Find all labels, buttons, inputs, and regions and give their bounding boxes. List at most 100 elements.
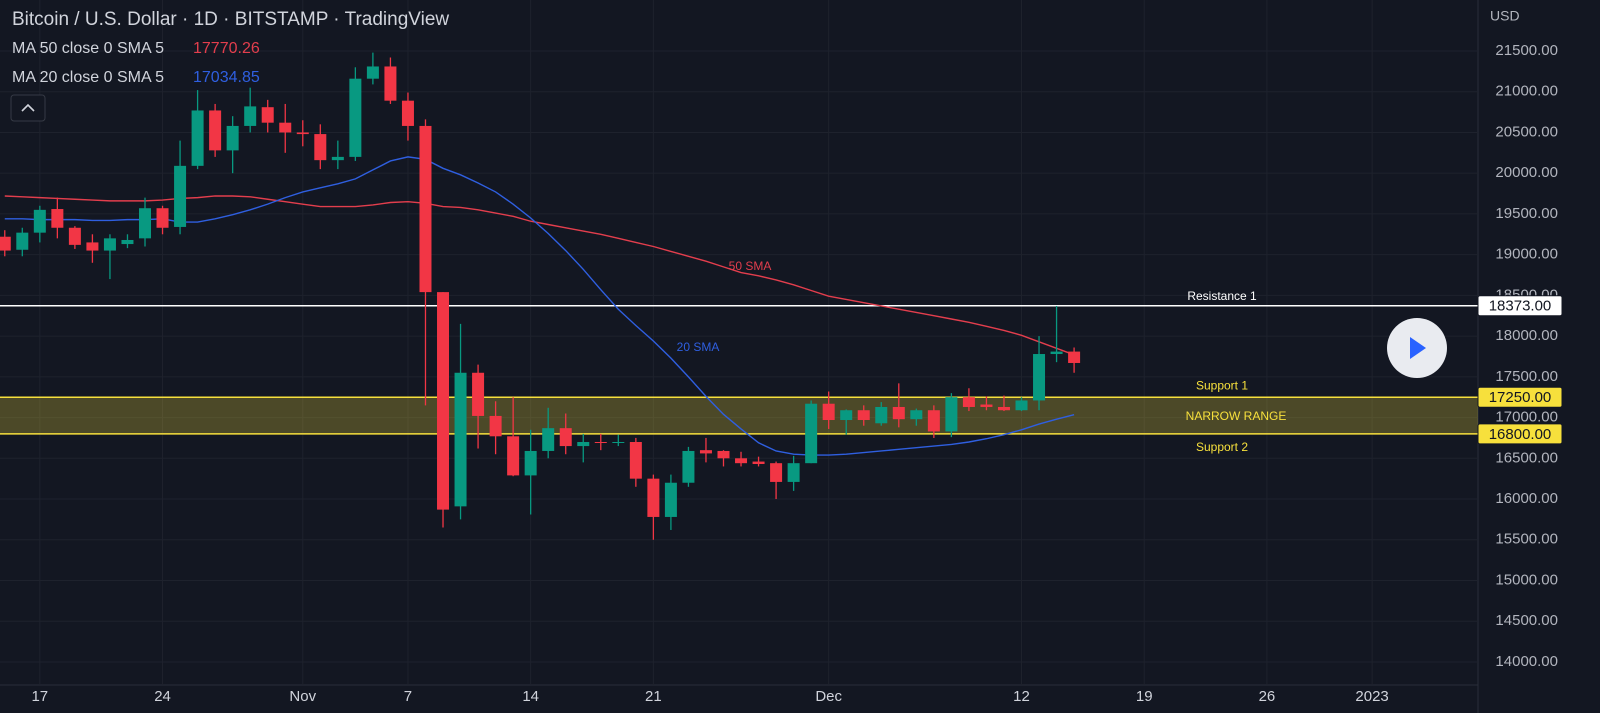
level-price-box — [1477, 386, 1563, 408]
level-price-box — [1477, 423, 1563, 445]
candle-body — [103, 238, 116, 251]
collapse-button[interactable] — [10, 94, 46, 122]
x-tick-label: 14 — [522, 688, 539, 705]
candle-body — [559, 428, 572, 447]
y-tick-label: 15000.00 — [1495, 571, 1558, 588]
candle-body — [805, 403, 818, 464]
chart-title: Bitcoin / U.S. Dollar · 1D · BITSTAMP · … — [12, 9, 449, 30]
candle-body — [542, 428, 555, 451]
x-tick-label: 24 — [154, 688, 171, 705]
candle-body — [279, 122, 292, 133]
candle-body — [296, 132, 309, 135]
candle-body — [261, 107, 274, 123]
candle-body — [875, 406, 888, 424]
legend-value: 17770.26 — [193, 40, 260, 57]
candle-body — [156, 208, 169, 228]
x-tick-label: 17 — [31, 688, 48, 705]
candle-body — [840, 410, 853, 421]
candle-body — [139, 208, 152, 239]
y-tick-label: 14000.00 — [1495, 653, 1558, 670]
candle-body — [980, 404, 993, 407]
candle-body — [226, 125, 239, 151]
y-tick-label: 17000.00 — [1495, 409, 1558, 426]
annotation: 50 SMA — [729, 259, 772, 273]
candle-body — [927, 410, 940, 432]
candle-body — [419, 125, 432, 293]
level-price-label: 16800.00 — [1489, 426, 1552, 443]
level-name: Support 1 — [1196, 378, 1248, 392]
candle-body — [699, 450, 712, 454]
candle-body — [647, 478, 660, 517]
candle-body — [472, 372, 485, 416]
y-tick-label: 18000.00 — [1495, 327, 1558, 344]
collapse-icon — [21, 103, 35, 112]
y-tick-label: 15500.00 — [1495, 531, 1558, 548]
candle-body — [945, 397, 958, 432]
candle-body — [1015, 400, 1028, 411]
candle-body — [191, 110, 204, 166]
candle-body — [664, 482, 677, 517]
candle-body — [331, 156, 344, 161]
y-tick-label: 14500.00 — [1495, 612, 1558, 629]
candle-body — [717, 450, 730, 459]
x-tick-label: 2023 — [1355, 688, 1388, 705]
candle-body — [629, 442, 642, 479]
candle-body — [437, 292, 450, 510]
legend-name: MA 20 close 0 SMA 5 — [12, 69, 164, 86]
candle-body — [16, 232, 29, 250]
candle-body — [735, 458, 748, 464]
y-axis-label: USD — [1490, 8, 1520, 24]
candle-body — [68, 227, 81, 245]
level-name: Resistance 1 — [1187, 289, 1257, 303]
candle-body — [507, 436, 520, 476]
y-tick-label: 20000.00 — [1495, 164, 1558, 181]
candle-body — [349, 78, 362, 157]
x-tick-label: Nov — [289, 688, 316, 705]
y-tick-label: 17500.00 — [1495, 368, 1558, 385]
legend-value: 17034.85 — [193, 69, 260, 86]
candle-body — [524, 450, 537, 476]
axes: 14000.00 14500.00 15000.00 15500.00 16000.00… — [31, 42, 1563, 705]
level-price-label: 17250.00 — [1489, 389, 1552, 406]
candle-body — [997, 406, 1010, 411]
candle-body — [910, 410, 923, 420]
level-price-box — [1477, 295, 1563, 317]
candle-body — [822, 403, 835, 421]
level-price-label: 18373.00 — [1489, 298, 1552, 315]
candle-body — [752, 461, 765, 464]
play-icon — [1410, 337, 1426, 359]
y-tick-label: 19500.00 — [1495, 205, 1558, 222]
candle-body — [1068, 351, 1081, 363]
candle-body — [612, 442, 625, 444]
x-tick-label: 19 — [1136, 688, 1153, 705]
candle-body — [682, 450, 695, 483]
candle-body — [314, 134, 327, 161]
candle-body — [366, 66, 379, 79]
x-tick-label: 12 — [1013, 688, 1030, 705]
candle-body — [0, 236, 11, 251]
grid — [0, 0, 1478, 685]
candle-body — [384, 66, 397, 101]
candle-body — [209, 110, 222, 151]
x-tick-label: 26 — [1259, 688, 1276, 705]
candle-body — [454, 372, 467, 507]
annotation: NARROW RANGE — [1186, 409, 1287, 423]
candle-body — [86, 242, 99, 251]
candle-body — [787, 463, 800, 482]
candle-body — [892, 406, 905, 420]
candle-body — [401, 100, 414, 126]
candle-body — [51, 209, 64, 228]
y-tick-label: 21000.00 — [1495, 83, 1558, 100]
y-tick-label: 19000.00 — [1495, 246, 1558, 263]
candle-body — [1033, 354, 1046, 401]
candle-body — [33, 209, 46, 233]
candle-body — [594, 442, 607, 444]
y-tick-label: 20500.00 — [1495, 123, 1558, 140]
candle-body — [857, 410, 870, 421]
candle-body — [577, 442, 590, 447]
candle-body — [121, 239, 134, 245]
x-tick-label: Dec — [815, 688, 842, 705]
y-tick-label: 16500.00 — [1495, 449, 1558, 466]
